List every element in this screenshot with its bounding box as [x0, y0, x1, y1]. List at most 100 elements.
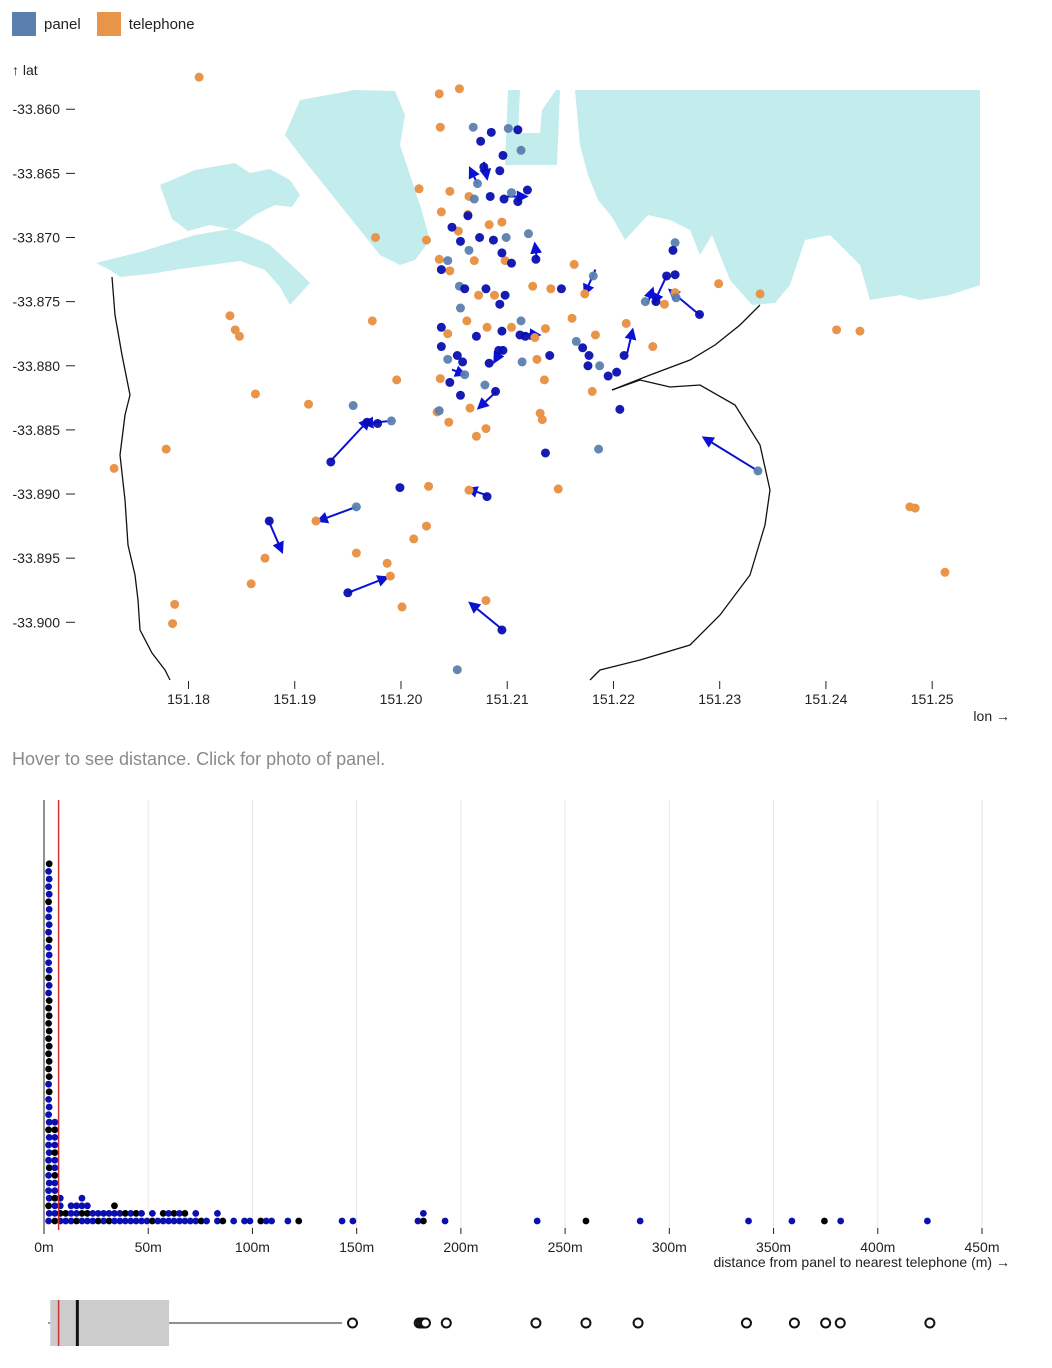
panel-point: [469, 194, 479, 204]
dotplot-point: [203, 1217, 210, 1225]
telephone-point: [474, 290, 484, 300]
telephone-point: [382, 558, 392, 568]
hint-text: Hover to see distance. Click for photo o…: [12, 749, 386, 769]
panel-point: [523, 229, 533, 239]
panel-point: [516, 145, 526, 155]
dotplot-point: [186, 1217, 194, 1225]
dotplot-point: [45, 1073, 53, 1080]
panel-point: [326, 457, 336, 467]
telephone-point: [648, 342, 658, 352]
dotplot-point: [45, 1020, 52, 1027]
dotplot-point: [219, 1217, 227, 1225]
dotplot-point: [45, 1027, 53, 1035]
distance-boxplot[interactable]: [0, 1290, 1052, 1356]
panel-point: [498, 150, 508, 160]
telephone-point: [481, 595, 491, 605]
dotplot-x-tick-label: 150m: [339, 1239, 374, 1255]
map-y-tick-label: -33.885: [13, 422, 61, 438]
panel-point: [619, 351, 629, 360]
panel-point: [640, 297, 650, 307]
panel-point: [495, 166, 505, 176]
telephone-point: [234, 331, 244, 341]
panel-point: [516, 316, 526, 326]
legend-item-telephone: telephone: [96, 12, 195, 36]
dotplot-point: [45, 1141, 52, 1149]
dotplot-point: [246, 1217, 254, 1225]
dotplot-point: [45, 1012, 53, 1020]
distance-arrow: [347, 575, 390, 594]
dotplot-point: [62, 1210, 70, 1217]
dotplot-point: [45, 1126, 52, 1134]
dotplot-point: [165, 1217, 173, 1225]
dotplot-point: [45, 1134, 53, 1141]
telephone-point: [528, 281, 538, 291]
dotplot-point: [45, 1065, 52, 1073]
panel-point: [434, 406, 444, 416]
dotplot-point: [45, 989, 52, 997]
panel-point: [343, 588, 353, 598]
dotplot-x-tick-label: 0m: [34, 1239, 53, 1255]
dotplot-point: [45, 928, 52, 936]
telephone-point: [497, 217, 507, 227]
panel-point: [471, 331, 481, 341]
telephone-point: [506, 322, 516, 332]
dotplot-point: [45, 875, 53, 883]
panel-point: [668, 245, 678, 255]
panel-point: [463, 211, 473, 221]
panel-point: [373, 418, 383, 428]
dotplot-point: [51, 1126, 59, 1134]
dotplot-point: [154, 1217, 162, 1225]
panel-point: [458, 357, 468, 367]
telephone-point: [462, 316, 472, 326]
dotplot-point: [62, 1217, 70, 1225]
dotplot-point: [45, 974, 52, 982]
land-boundary: [111, 276, 771, 681]
map-x-tick-label: 151.19: [273, 691, 316, 707]
map-x-tick-label: 151.24: [805, 691, 848, 707]
dotplot-point: [78, 1217, 86, 1225]
map-y-label: ↑ lat: [12, 62, 38, 78]
dotplot-point: [338, 1217, 346, 1225]
telephone-point: [539, 375, 549, 385]
dotplot-point: [78, 1194, 86, 1202]
map-x-tick-label: 151.23: [698, 691, 741, 707]
dotplot-point: [51, 1172, 59, 1179]
dotplot-point: [127, 1210, 135, 1217]
panel-point: [447, 222, 457, 232]
boxplot-outlier: [440, 1317, 452, 1329]
boxplot-group: [48, 1300, 936, 1346]
boxplot-outlier: [820, 1317, 832, 1329]
dotplot-point: [636, 1217, 644, 1225]
dotplot-point: [923, 1217, 931, 1225]
telephone-point: [484, 220, 494, 230]
telephone-point: [567, 313, 577, 323]
telephone-point: [755, 289, 765, 299]
dotplot-point: [127, 1217, 135, 1225]
panel-point: [455, 390, 465, 400]
dotplot-point: [788, 1217, 796, 1225]
legend-item-panel: panel: [12, 12, 81, 36]
map-y-axis: -33.860 -33.865 -33.870 -33.875 -33.880 -33.8…: [13, 101, 75, 630]
dotplot-point: [45, 1058, 53, 1065]
distance-dotplot[interactable]: 0m 50m 100m 150m 200m 250m 300m 350m 400m 450m di…: [0, 790, 1052, 1280]
panel-point: [464, 245, 474, 255]
dotplot-point: [349, 1217, 357, 1225]
panel-point: [545, 351, 555, 360]
panel-point: [540, 448, 550, 458]
dotplot-point: [45, 1217, 52, 1225]
dotplot-point: [51, 1179, 59, 1187]
dotplot-point: [116, 1210, 124, 1217]
telephone-point: [465, 403, 475, 413]
telephone-point: [392, 375, 402, 385]
dotplot-point: [214, 1217, 221, 1225]
dotplot-point: [83, 1210, 91, 1217]
panel-point: [455, 303, 465, 313]
dotplot-point: [414, 1217, 422, 1225]
telephone-point: [436, 207, 446, 217]
telephone-point: [444, 417, 454, 427]
panel-point: [348, 401, 358, 411]
map-chart[interactable]: -33.860 -33.865 -33.870 -33.875 -33.880 -33.8…: [0, 55, 1052, 745]
telephone-point: [482, 322, 492, 332]
legend-swatch-telephone: [96, 12, 121, 36]
dotplot-point: [159, 1217, 167, 1225]
